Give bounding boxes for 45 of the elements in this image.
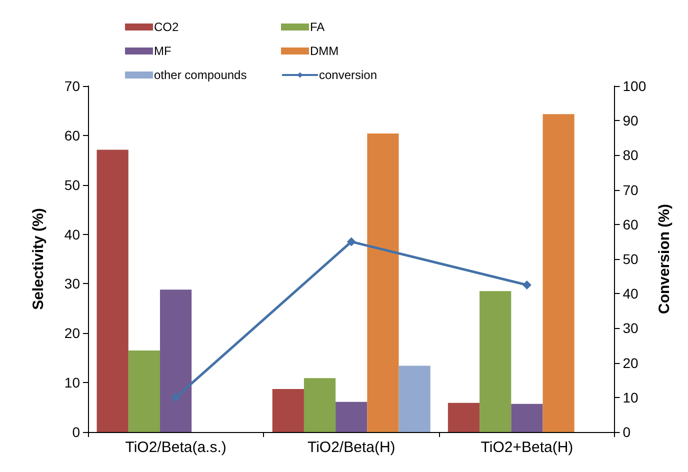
x-tick-label: TiO2+Beta(H) [480, 439, 574, 456]
y2-tick-label: 60 [622, 216, 639, 232]
bar [160, 290, 192, 432]
y-tick-label: 20 [64, 325, 80, 342]
legend-label: MF [154, 44, 172, 58]
bar [128, 350, 160, 432]
bar [511, 404, 543, 432]
x-tick-label: TiO2/Beta(H) [307, 439, 396, 456]
y2-tick-label: 90 [622, 112, 639, 129]
y-axis-title: Selectivity (%) [30, 208, 47, 310]
y-tick-label: 0 [72, 424, 80, 440]
y-tick-label: 60 [64, 127, 80, 144]
y2-tick-label: 0 [622, 424, 631, 440]
y-tick-label: 10 [64, 374, 80, 391]
y-tick-label: 30 [64, 276, 80, 292]
bar [272, 388, 304, 432]
legend-label: FA [310, 20, 325, 34]
bar [304, 378, 336, 432]
bar [96, 150, 128, 432]
x-tick-label: TiO2/Beta(a.s.) [125, 439, 226, 456]
bar [336, 402, 368, 432]
legend-label: other compounds [154, 68, 247, 82]
y2-tick-label: 50 [622, 251, 639, 267]
point [522, 280, 532, 290]
point [171, 392, 180, 402]
legend-label: CO2 [154, 20, 179, 34]
y-tick-label: 40 [64, 226, 80, 242]
y2-tick-label: 10 [622, 389, 639, 406]
y2-tick-label: 70 [622, 182, 639, 198]
legend-label: conversion [319, 68, 378, 82]
y2-axis-title: Conversion (%) [656, 204, 673, 314]
y2-tick-label: 20 [622, 354, 639, 371]
legend-label: DMM [310, 44, 339, 58]
y2-tick-label: 100 [622, 78, 646, 94]
bar [367, 133, 399, 432]
bar [480, 291, 512, 432]
y2-tick-label: 30 [622, 320, 639, 336]
point [346, 237, 356, 246]
bar [398, 366, 430, 432]
bar [448, 402, 480, 432]
y-tick-label: 50 [64, 176, 80, 193]
y2-tick-label: 40 [622, 286, 639, 302]
bar [542, 114, 574, 432]
y2-tick-label: 80 [622, 147, 639, 164]
y-tick-label: 70 [64, 78, 80, 94]
